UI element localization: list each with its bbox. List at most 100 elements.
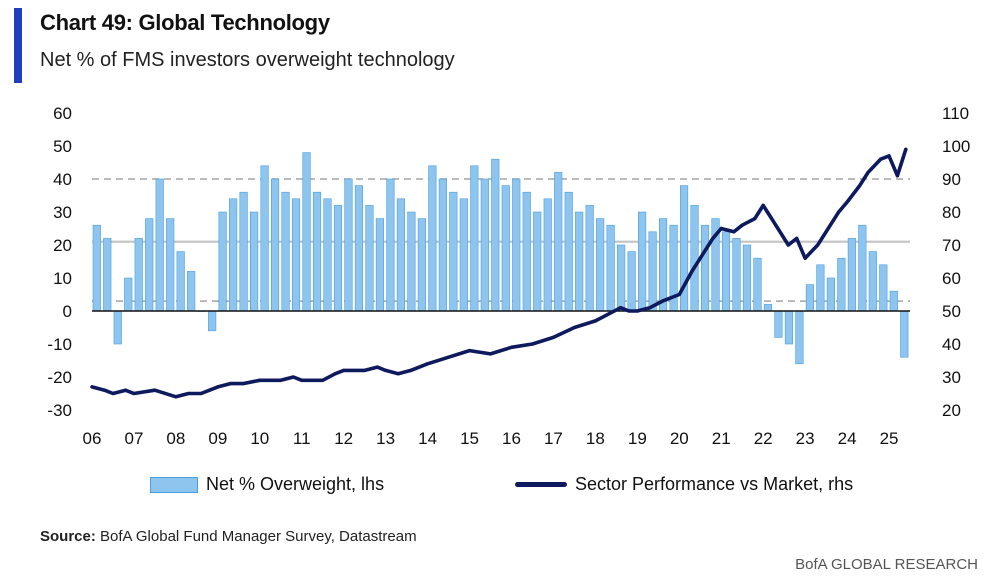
right-tick-label: 30 <box>942 368 961 387</box>
left-tick-label: -10 <box>47 335 72 354</box>
bar-mark <box>187 271 196 312</box>
bar-mark <box>554 172 563 312</box>
footer-brand: BofA GLOBAL RESEARCH <box>795 556 978 573</box>
bar-mark <box>826 277 835 312</box>
bar-mark <box>491 158 500 312</box>
bar-mark <box>795 310 804 365</box>
bar-mark <box>323 198 332 312</box>
x-tick-label: 15 <box>460 429 479 448</box>
bar-mark <box>512 178 521 312</box>
bar-mark <box>753 257 762 312</box>
left-tick-label: 60 <box>53 104 72 123</box>
line-point <box>660 299 665 303</box>
chart-title: Chart 49: Global Technology <box>40 10 330 35</box>
legend-label-bar: Net % Overweight, lhs <box>206 474 385 494</box>
right-tick-label: 90 <box>942 170 961 189</box>
bar-mark <box>648 231 657 312</box>
line-point <box>551 335 556 339</box>
line-point <box>828 223 832 227</box>
legend-swatch-line <box>515 482 567 487</box>
bar-mark <box>92 224 101 312</box>
bar-mark <box>470 165 479 312</box>
bar-mark <box>732 238 741 312</box>
bar-mark <box>113 310 122 345</box>
right-tick-label: 60 <box>942 269 961 288</box>
line-point <box>375 365 379 369</box>
right-tick-label: 80 <box>942 203 961 222</box>
line-point <box>593 319 597 323</box>
x-tick-label: 13 <box>376 429 395 448</box>
line-point <box>409 368 413 372</box>
bar-mark <box>816 264 825 312</box>
line-point <box>606 312 610 316</box>
bar-mark <box>124 277 133 312</box>
line-point <box>635 309 639 313</box>
x-tick-label: 23 <box>796 429 815 448</box>
bar-mark <box>543 198 552 312</box>
line-point <box>300 378 304 382</box>
bar-mark <box>522 191 531 312</box>
bar-mark <box>407 211 416 312</box>
right-tick-label: 70 <box>942 236 961 255</box>
x-tick-label: 12 <box>334 429 353 448</box>
line-point <box>174 395 178 399</box>
bar-mark <box>208 310 217 332</box>
bar-mark <box>134 238 143 312</box>
line-point <box>384 368 388 372</box>
line-point <box>530 342 535 346</box>
x-axis-ticks: 06 07 08 09 10 11 12 13 14 15 16 17 18 19 20 21 22 23 24 25 <box>83 429 899 448</box>
line-point <box>648 306 652 310</box>
bar-mark <box>333 205 343 312</box>
bar-mark <box>659 218 668 312</box>
line-point <box>837 210 841 214</box>
x-tick-label: 18 <box>586 429 605 448</box>
bar-mark <box>218 211 227 312</box>
x-tick-label: 17 <box>544 429 563 448</box>
line-point <box>803 256 807 260</box>
right-tick-label: 20 <box>942 401 961 420</box>
bar-mark <box>103 238 112 312</box>
bar-mark <box>617 244 626 312</box>
title-accent-bar <box>14 8 22 83</box>
line-point <box>279 378 283 382</box>
line-point <box>698 256 702 260</box>
bar-mark <box>365 205 374 312</box>
line-point <box>102 388 107 392</box>
legend-item-bar: Net % Overweight, lhs <box>150 474 384 495</box>
line-point <box>816 243 820 247</box>
x-tick-label: 19 <box>628 429 647 448</box>
bar-mark <box>721 231 731 312</box>
bar-mark <box>302 152 311 312</box>
bar-mark <box>176 251 185 312</box>
line-point <box>467 349 472 353</box>
bar-mark <box>879 264 888 312</box>
x-tick-label: 16 <box>502 429 521 448</box>
line-point <box>845 200 849 204</box>
bar-mark <box>449 191 458 312</box>
right-tick-label: 110 <box>942 104 969 123</box>
left-tick-label: -30 <box>47 401 72 420</box>
line-point <box>132 391 136 396</box>
right-tick-label: 40 <box>942 335 961 354</box>
x-tick-label: 06 <box>83 429 102 448</box>
line-point <box>291 375 295 379</box>
bar-mark <box>438 178 447 312</box>
line-point <box>887 154 891 158</box>
x-tick-label: 08 <box>166 429 185 448</box>
bar-mark <box>784 310 794 345</box>
line-point <box>690 269 694 273</box>
line-point <box>677 292 681 297</box>
line-point <box>509 345 514 349</box>
line-point <box>363 368 367 372</box>
line-point <box>123 388 128 392</box>
bar-mark <box>281 191 290 312</box>
line-point <box>425 362 430 366</box>
line-point <box>199 391 203 396</box>
left-tick-label: -20 <box>47 368 72 387</box>
x-tick-label: 11 <box>293 429 311 448</box>
bar-mark <box>690 205 699 312</box>
line-point <box>618 306 623 310</box>
line-point <box>627 309 631 313</box>
bar-mark <box>396 198 405 312</box>
x-tick-label: 22 <box>754 429 773 448</box>
